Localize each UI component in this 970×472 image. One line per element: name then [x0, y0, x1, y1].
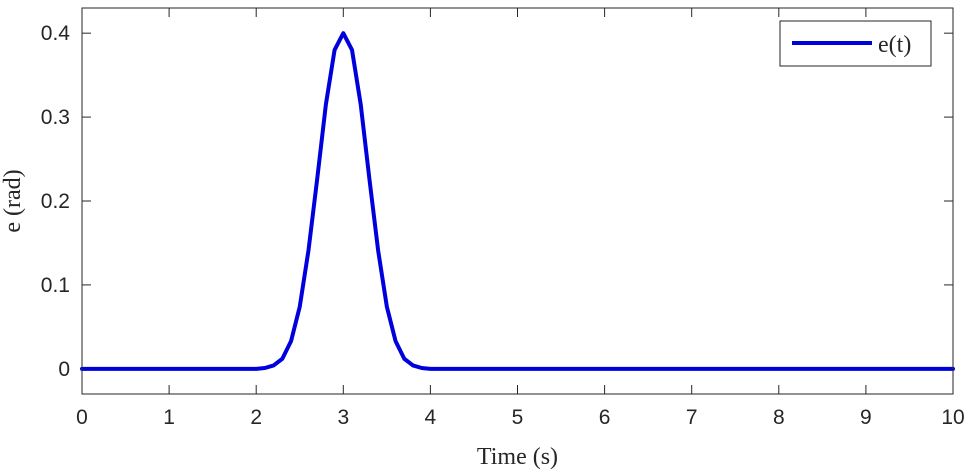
y-tick-label: 0.3	[41, 106, 70, 129]
x-tick-label: 6	[599, 406, 611, 429]
x-tick-label: 8	[773, 406, 785, 429]
x-tick-label: 4	[425, 406, 437, 429]
y-tick-label: 0.4	[41, 22, 71, 45]
x-tick-label: 7	[686, 406, 698, 429]
y-tick-label: 0.2	[41, 190, 70, 213]
x-axis-title: Time (s)	[477, 444, 558, 470]
plot-frame	[81, 7, 954, 395]
x-tick-label: 9	[860, 406, 872, 429]
series-layer	[80, 31, 955, 371]
x-tick-label: 5	[512, 406, 524, 429]
y-axis-title: e (rad)	[0, 169, 26, 232]
y-tick-label: 0	[58, 358, 70, 381]
legend-label: e(t)	[878, 32, 911, 58]
ticks-layer: 0 1 2 3 4 5 6 7 8 9 10 0 0.1 0.2 0.3 0.4	[41, 8, 965, 429]
x-tick-label: 2	[250, 406, 262, 429]
x-tick-label: 1	[163, 406, 175, 429]
legend: e(t)	[779, 20, 932, 67]
x-tick-label: 3	[337, 406, 349, 429]
x-tick-label: 10	[941, 406, 964, 429]
x-tick-label: 0	[76, 406, 88, 429]
y-tick-label: 0.1	[41, 274, 70, 297]
series-line-e	[80, 31, 955, 371]
